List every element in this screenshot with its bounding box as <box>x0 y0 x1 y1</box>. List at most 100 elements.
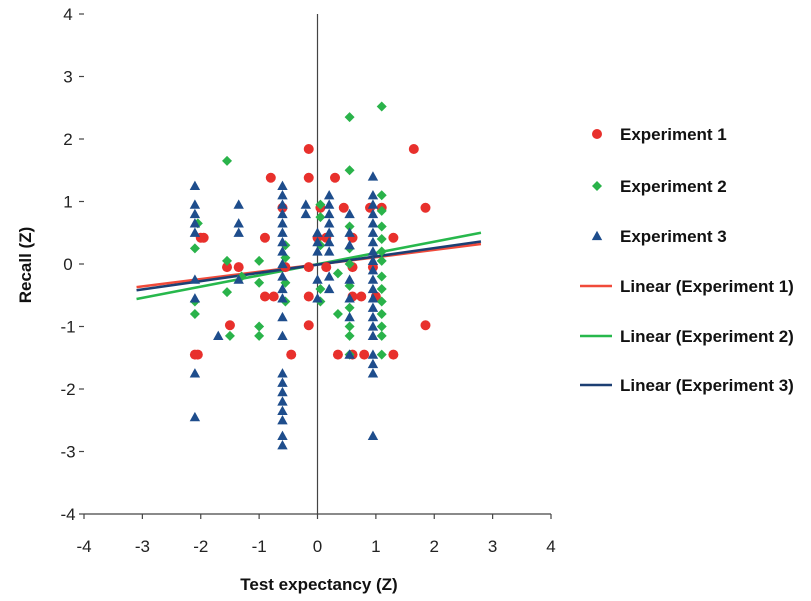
data-point <box>323 199 335 209</box>
data-point <box>344 208 355 219</box>
data-point <box>189 218 201 228</box>
y-tick-label: -3 <box>60 443 75 462</box>
data-point <box>222 287 233 298</box>
data-point <box>189 243 200 254</box>
data-point <box>277 258 288 269</box>
data-point <box>367 218 379 228</box>
data-point <box>344 165 355 176</box>
data-point <box>189 227 201 237</box>
data-point <box>277 330 288 341</box>
legend-label: Experiment 3 <box>620 227 727 246</box>
data-point <box>277 190 288 200</box>
data-point <box>344 311 355 322</box>
data-point <box>312 246 323 256</box>
data-point <box>323 208 335 219</box>
data-point <box>376 234 387 244</box>
y-axis-title: Recall (Z) <box>16 227 35 304</box>
data-point <box>323 271 335 281</box>
data-point <box>323 190 335 200</box>
data-point <box>189 199 201 209</box>
y-tick-label: 0 <box>63 255 72 274</box>
legend-label: Experiment 1 <box>620 125 727 144</box>
data-point <box>376 190 387 201</box>
data-point <box>321 262 332 273</box>
data-point <box>344 259 355 269</box>
y-tick-label: -2 <box>60 380 75 399</box>
data-point <box>323 283 335 294</box>
data-point <box>277 218 288 228</box>
legend-label: Linear (Experiment 3) <box>620 376 794 395</box>
data-point <box>344 330 355 341</box>
data-point <box>367 358 379 369</box>
data-point <box>315 284 326 294</box>
data-point <box>277 415 288 425</box>
data-point <box>254 255 265 266</box>
data-point <box>189 411 201 422</box>
data-point <box>420 202 431 213</box>
data-point <box>213 330 224 341</box>
data-point <box>259 232 270 243</box>
data-point <box>367 293 379 303</box>
data-point <box>332 309 343 319</box>
data-point <box>376 246 387 257</box>
data-point <box>254 277 265 288</box>
data-point <box>312 274 323 284</box>
data-point <box>376 284 387 294</box>
data-point <box>388 349 399 360</box>
data-point <box>408 144 419 154</box>
data-point <box>189 208 201 219</box>
data-point <box>222 255 233 266</box>
y-tick-label: 2 <box>63 130 72 149</box>
data-point <box>367 246 379 256</box>
data-point <box>254 321 265 332</box>
axes: -4 -3 -2 -1 0 1 2 3 4 -4 -3 -2 -1 0 1 2 3 4 <box>60 5 555 556</box>
data-point <box>277 236 288 247</box>
data-point <box>338 202 349 213</box>
data-point <box>224 320 235 331</box>
data-point <box>277 311 288 322</box>
data-point <box>303 320 314 331</box>
data-point <box>315 212 326 223</box>
data-point <box>367 171 379 181</box>
series-3-points <box>189 171 379 450</box>
data-point <box>356 291 367 302</box>
data-point <box>233 199 244 209</box>
data-point <box>192 349 203 360</box>
data-point <box>367 321 379 331</box>
data-point <box>376 296 387 307</box>
data-point <box>277 405 288 416</box>
data-point <box>303 291 314 302</box>
data-point <box>376 321 387 332</box>
data-point <box>376 349 387 360</box>
data-point <box>312 293 323 303</box>
data-point <box>344 302 355 313</box>
data-points <box>189 101 431 450</box>
x-tick-label: 0 <box>313 537 322 556</box>
data-point <box>376 101 387 112</box>
y-tick-label: -1 <box>60 318 75 337</box>
data-point <box>344 112 355 123</box>
data-point <box>277 293 288 303</box>
data-point <box>344 293 355 303</box>
x-tick-label: -1 <box>252 537 267 556</box>
data-point <box>300 199 312 209</box>
x-tick-label: 2 <box>430 537 439 556</box>
data-point <box>312 236 323 247</box>
data-point <box>344 221 355 232</box>
data-point <box>367 255 379 266</box>
data-point <box>189 274 201 284</box>
data-point <box>233 262 244 273</box>
data-point <box>359 349 370 360</box>
data-point <box>277 386 288 397</box>
data-point <box>367 236 379 247</box>
data-point <box>303 144 314 154</box>
data-point <box>323 246 335 256</box>
data-point <box>344 240 355 250</box>
data-point <box>367 330 379 341</box>
data-point <box>323 236 335 247</box>
data-point <box>286 349 297 360</box>
data-point <box>277 227 288 237</box>
y-tick-label: -4 <box>60 505 75 524</box>
